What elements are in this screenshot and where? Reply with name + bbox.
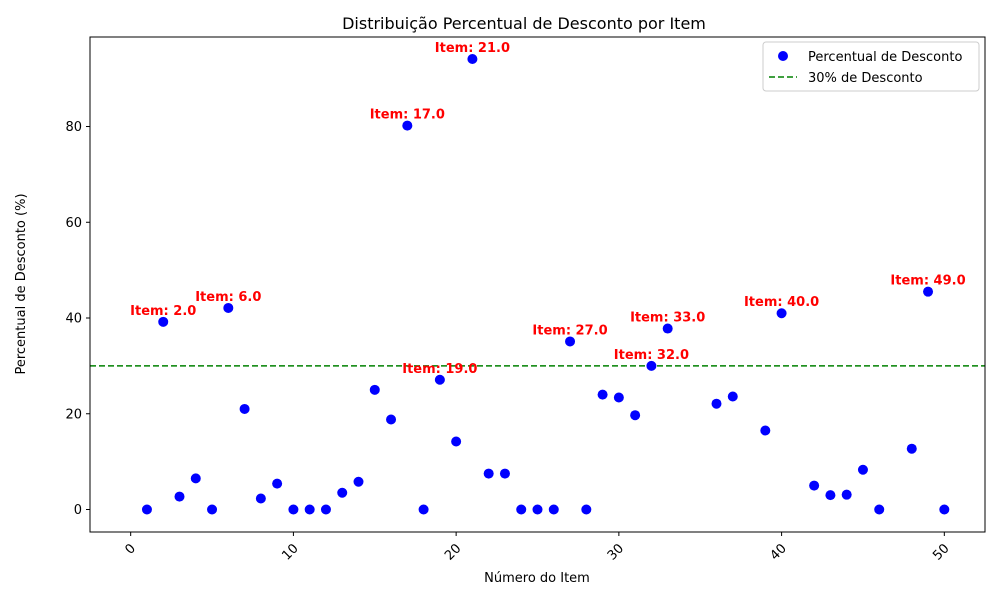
- data-point: [467, 54, 478, 65]
- data-point: [581, 504, 592, 515]
- point-annotation: Item: 21.0: [435, 41, 510, 56]
- point-annotation: Item: 2.0: [130, 304, 196, 319]
- point-annotation: Item: 40.0: [744, 295, 819, 310]
- data-point: [874, 504, 885, 515]
- y-tick-label: 80: [65, 120, 82, 135]
- data-point: [532, 504, 543, 515]
- data-point: [418, 504, 429, 515]
- point-annotation: Item: 49.0: [890, 274, 965, 289]
- data-point: [337, 487, 348, 498]
- point-annotation: Item: 6.0: [195, 290, 261, 305]
- point-annotation: Item: 27.0: [532, 323, 607, 338]
- legend-label-discount: Percentual de Desconto: [808, 50, 962, 65]
- data-point: [646, 360, 657, 371]
- legend-box: [762, 41, 980, 92]
- data-point: [597, 389, 608, 400]
- data-point: [499, 468, 510, 479]
- data-point: [711, 398, 722, 409]
- point-annotation: Item: 33.0: [630, 311, 705, 326]
- point-annotation: Item: 17.0: [370, 108, 445, 123]
- data-point: [923, 286, 934, 297]
- data-point: [776, 308, 787, 319]
- data-point: [239, 403, 250, 414]
- data-point: [158, 316, 169, 327]
- data-point: [857, 464, 868, 475]
- data-point: [630, 410, 641, 421]
- data-point: [760, 425, 771, 436]
- data-point: [451, 436, 462, 447]
- x-axis-label: Número do Item: [484, 571, 590, 586]
- data-point: [939, 504, 950, 515]
- data-point: [304, 504, 315, 515]
- y-axis-label: Percentual de Desconto (%): [14, 193, 29, 374]
- legend-marker-discount: [778, 51, 788, 61]
- data-point: [565, 336, 576, 347]
- plot-frame: [89, 36, 986, 533]
- chart-title: Distribuição Percentual de Desconto por …: [342, 14, 706, 33]
- data-point: [613, 392, 624, 403]
- point-annotation: Item: 19.0: [402, 362, 477, 377]
- legend: Percentual de Desconto 30% de Desconto: [762, 41, 980, 92]
- y-tick-label: 60: [65, 216, 82, 231]
- legend-label-threshold: 30% de Desconto: [808, 71, 923, 86]
- data-point: [255, 493, 266, 504]
- data-point: [288, 504, 299, 515]
- data-point: [906, 443, 917, 454]
- data-point: [207, 504, 218, 515]
- data-point: [190, 473, 201, 484]
- y-tick-label: 40: [65, 312, 82, 327]
- data-point: [825, 490, 836, 501]
- data-point: [434, 374, 445, 385]
- data-point: [548, 504, 559, 515]
- data-point: [223, 302, 234, 313]
- y-tick-label: 0: [74, 503, 82, 518]
- data-point: [353, 476, 364, 487]
- data-point: [516, 504, 527, 515]
- y-tick-label: 20: [65, 407, 82, 422]
- data-point: [320, 504, 331, 515]
- data-point: [369, 384, 380, 395]
- data-point: [402, 120, 413, 131]
- data-point: [272, 478, 283, 489]
- data-point: [841, 489, 852, 500]
- data-point: [662, 323, 673, 334]
- point-annotation: Item: 32.0: [614, 348, 689, 363]
- data-point: [483, 468, 494, 479]
- data-point: [141, 504, 152, 515]
- data-point: [809, 480, 820, 491]
- data-point: [727, 391, 738, 402]
- data-point: [174, 491, 185, 502]
- data-point: [386, 414, 397, 425]
